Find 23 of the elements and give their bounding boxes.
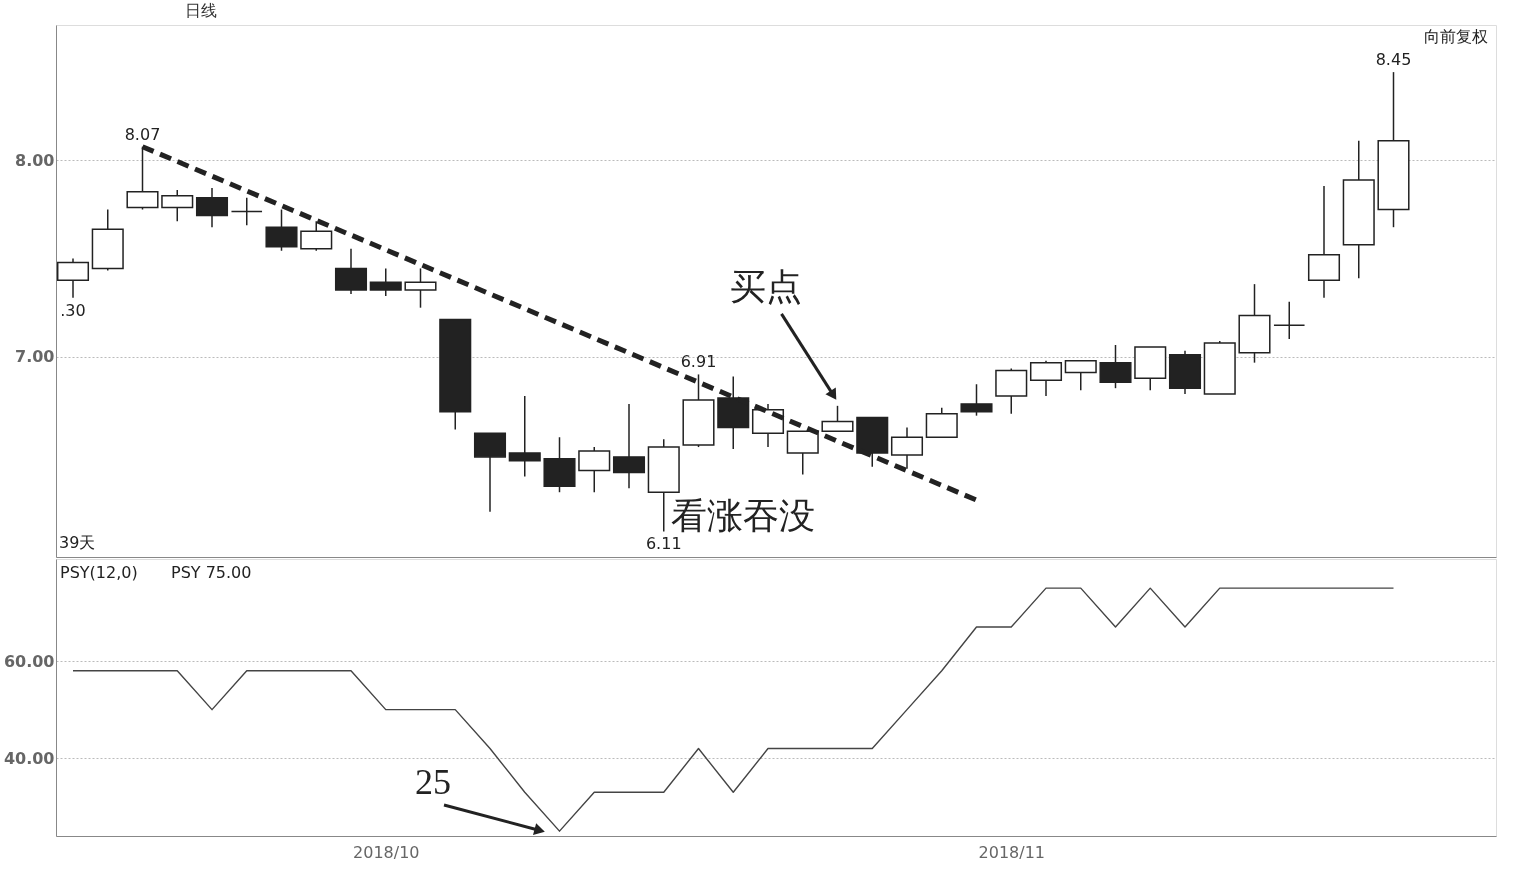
x-tick-label: 2018/10 <box>353 842 420 862</box>
chart-title: PSY(12,0) <box>60 563 138 582</box>
text: 6.11 <box>645 534 682 554</box>
annotation: 39天 <box>59 533 96 552</box>
text: .30 <box>60 300 86 320</box>
y-tick-label: 7.00 <box>15 347 55 367</box>
text: 8.07 <box>124 124 161 144</box>
candlestick <box>1273 301 1306 340</box>
line-series <box>72 587 1395 832</box>
chart-subtitle: PSY 75.00 <box>171 563 252 582</box>
candlestick <box>508 395 541 478</box>
text: 8.45 <box>1375 50 1412 70</box>
text: 向前复权 <box>1424 27 1488 46</box>
annotation: 看涨吞没 <box>671 496 815 536</box>
x-tick-label: 2018/11 <box>978 842 1045 862</box>
y-tick-label: 8.00 <box>15 150 55 170</box>
annotation: 买点 <box>729 266 802 307</box>
y-tick-label: 40.00 <box>3 748 55 768</box>
chart-title: 日线 <box>184 1 217 20</box>
annotation: 25 <box>415 762 451 802</box>
y-tick-label: 60.00 <box>3 651 55 671</box>
text: 6.91 <box>680 352 717 372</box>
candlestick <box>230 197 263 226</box>
